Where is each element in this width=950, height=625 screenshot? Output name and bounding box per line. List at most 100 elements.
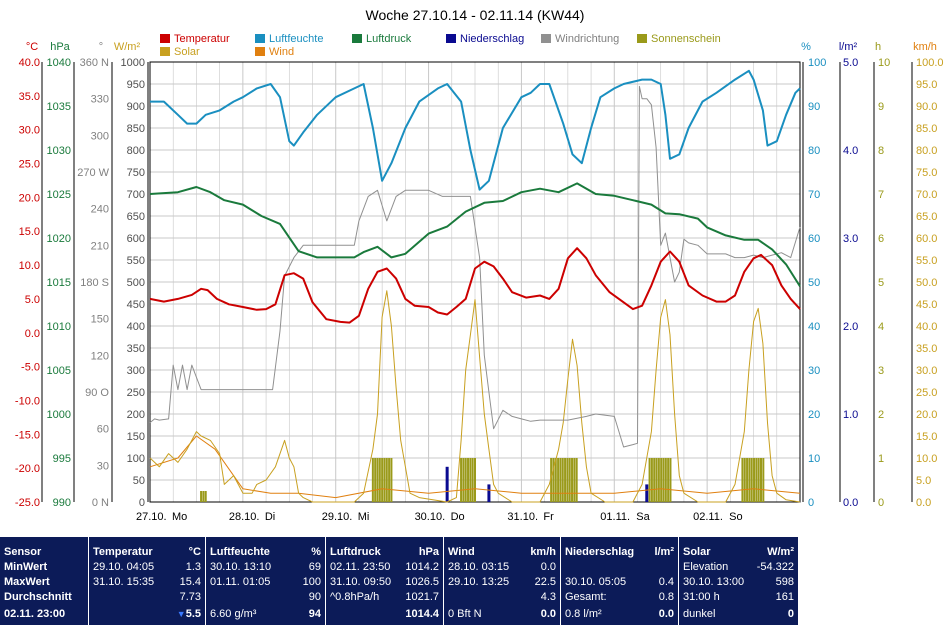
sunshine-bar (660, 458, 663, 502)
tick-label-wind: 50.0 (916, 277, 937, 289)
sunshine-bar (571, 458, 574, 502)
summary-wind-current: 0.0 (540, 608, 556, 620)
tick-label-temperature: 25.0 (19, 159, 40, 171)
summary-wind-unit: km/h (530, 546, 556, 558)
tick-label-wind: 5.0 (916, 475, 931, 487)
sunshine-bar (753, 458, 756, 502)
series-line-luftfeuchte (150, 69, 801, 191)
summary-solar-elevation: -54.322 (756, 561, 794, 573)
tick-label-solar: 400 (127, 321, 145, 333)
sunshine-bar (471, 458, 474, 502)
series-line-wind (149, 435, 801, 499)
tick-label-solar: 1000 (121, 57, 145, 69)
tick-label-temperature: 35.0 (19, 91, 40, 103)
tick-label-sunshine: 6 (878, 233, 884, 245)
summary-pressure-min-time: 02.11. 23:50 (330, 561, 391, 573)
summary-wind-min: 0.0 (540, 561, 556, 573)
sunshine-bar (667, 458, 670, 502)
sunshine-bar (550, 458, 553, 502)
series-lines (149, 69, 801, 503)
sunshine-bar (378, 458, 381, 502)
legend-label: Temperatur (174, 33, 230, 45)
sunshine-bar (741, 458, 744, 502)
tick-label-sunshine: 4 (878, 321, 884, 333)
tick-label-wind_dir: 180 S (80, 277, 109, 289)
sunshine-bar (657, 458, 660, 502)
tick-label-humidity: 90 (808, 101, 820, 113)
summary-sensor-current: 02.11. 23:00 (4, 608, 66, 620)
summary-pressure-min: 1014.2 (405, 561, 439, 573)
x-tick-label: 31.10. (507, 511, 538, 523)
summary-wind-max-time: 29.10. 13:25 (448, 576, 510, 588)
summary-humidity-unit: % (311, 546, 321, 558)
sunshine-bar (374, 458, 377, 502)
sunshine-bar (474, 458, 476, 502)
sunshine-bar (573, 458, 576, 502)
axis-unit-humidity: % (801, 41, 811, 53)
tick-label-humidity: 20 (808, 409, 820, 421)
sunshine-bar (469, 458, 472, 502)
summary-humidity-header: Luftfeuchte (210, 546, 270, 558)
sunshine-bar (462, 458, 465, 502)
tick-label-humidity: 60 (808, 233, 820, 245)
sunshine-bar (388, 458, 391, 502)
summary-humidity-min-time: 30.10. 13:10 (210, 561, 272, 573)
summary-pressure-trend: ^0.8hPa/h (330, 591, 380, 603)
tick-label-temperature: 10.0 (19, 260, 40, 272)
summary-solar-avg: 161 (775, 591, 794, 603)
tick-label-wind: 10.0 (916, 453, 937, 465)
summary-temperature-avg: 7.73 (179, 591, 201, 603)
sunshine-bar (755, 458, 758, 502)
tick-label-sunshine: 1 (878, 453, 884, 465)
summary-humidity-column: Luftfeuchte% 30.10. 13:10 69 01.11. 01:05… (205, 537, 325, 625)
tick-label-temperature: 0.0 (25, 328, 40, 340)
legend-swatch (255, 47, 265, 56)
summary-wind-max: 22.5 (534, 576, 556, 588)
axis-unit-wind: km/h (913, 41, 937, 53)
tick-label-temperature: -10.0 (15, 395, 40, 407)
summary-humidity-min: 69 (308, 561, 321, 573)
summary-humidity-avg: 90 (308, 591, 321, 603)
sunshine-bar (390, 458, 393, 502)
summary-sensor-min: MinWert (4, 561, 48, 573)
sunshine-bar (371, 458, 374, 502)
tick-label-wind: 70.0 (916, 189, 937, 201)
tick-label-wind_dir: 120 (91, 350, 109, 362)
x-day-label: Sa (636, 511, 650, 523)
summary-precip-today: 0.8 l/m² (565, 608, 602, 620)
tick-label-wind: 45.0 (916, 299, 937, 311)
sunshine-bar (748, 458, 751, 502)
tick-label-wind: 60.0 (916, 233, 937, 245)
x-day-label: Fr (543, 511, 554, 523)
tick-label-temperature: 30.0 (19, 125, 40, 137)
tick-label-temperature: -25.0 (15, 497, 40, 509)
tick-label-pressure: 1005 (47, 365, 71, 377)
series-line-luftdruck (149, 182, 801, 287)
sunshine-bar (566, 458, 569, 502)
summary-precip-unit: l/m² (654, 546, 674, 558)
tick-label-wind: 95.0 (916, 79, 937, 91)
tick-label-sunshine: 5 (878, 277, 884, 289)
series-line-temperatur (149, 247, 801, 324)
tick-label-pressure: 990 (53, 497, 71, 509)
summary-wind-header: Wind (448, 546, 475, 558)
sunshine-bar (760, 458, 762, 502)
summary-solar-state: dunkel (683, 608, 716, 620)
summary-wind-column: Wind km/h 28.10. 03:15 0.0 29.10. 13:25 22.… (443, 537, 560, 625)
tick-label-solar: 250 (127, 387, 145, 399)
tick-label-temperature: 20.0 (19, 192, 40, 204)
tick-label-solar: 700 (127, 189, 145, 201)
tick-label-wind: 15.0 (916, 431, 937, 443)
summary-humidity-max-time: 01.11. 01:05 (210, 576, 271, 588)
bars (200, 458, 765, 502)
precip-bar (445, 466, 449, 502)
axis-unit-wind_dir: ° (99, 41, 103, 53)
sunshine-bar (383, 458, 386, 502)
precip-bar (487, 484, 491, 502)
tick-label-pressure: 1015 (47, 277, 71, 289)
tick-label-wind: 65.0 (916, 211, 937, 223)
sunshine-bar (467, 458, 470, 502)
tick-label-precip: 4.0 (843, 145, 858, 157)
summary-sensor-header: Sensor (4, 546, 42, 558)
tick-label-humidity: 10 (808, 453, 820, 465)
